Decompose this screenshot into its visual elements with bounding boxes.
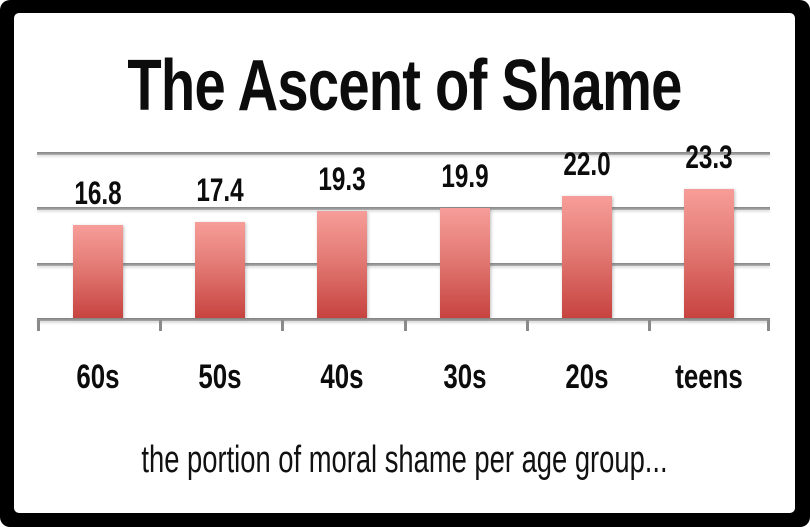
x-axis-tick <box>767 320 770 331</box>
bar-40s <box>317 211 368 318</box>
bar-teens <box>683 189 734 318</box>
x-axis-tick <box>159 320 162 331</box>
bar-value-label: 17.4 <box>196 171 244 208</box>
x-axis-tick <box>648 320 651 331</box>
bar-50s <box>195 221 246 318</box>
x-axis-tick <box>281 320 284 331</box>
bar-60s <box>73 225 124 318</box>
gridline <box>37 262 770 266</box>
x-axis-tick <box>526 320 529 331</box>
x-axis-tick <box>404 320 407 331</box>
bar-30s <box>439 207 490 318</box>
x-axis-label: teens <box>675 358 743 396</box>
chart-caption: the portion of moral shame per age group… <box>141 439 668 481</box>
bar-chart-plot-area: 16.8 60s 17.4 50s 19.3 40s 19.9 30s 22.0 20s 23.3 t… <box>37 139 770 410</box>
x-axis-label: 50s <box>198 358 242 396</box>
x-axis-label: 20s <box>565 358 609 396</box>
bar-value-label: 19.3 <box>318 161 367 198</box>
gridline <box>37 207 770 211</box>
bar-value-label: 22.0 <box>563 146 611 183</box>
bar-20s <box>561 196 612 318</box>
bar-value-label: 19.9 <box>440 157 489 194</box>
x-axis-label: 40s <box>320 358 364 396</box>
gridline <box>37 152 770 156</box>
x-axis-label: 60s <box>76 358 120 396</box>
chart-title: The Ascent of Shame <box>127 46 682 126</box>
bar-value-label: 23.3 <box>685 139 733 176</box>
x-axis-tick <box>37 320 40 331</box>
x-axis-line <box>37 318 770 321</box>
x-axis-label: 30s <box>443 358 487 396</box>
bar-value-label: 16.8 <box>74 175 122 212</box>
chart-canvas: The Ascent of Shame 16.8 60s 17.4 50s 19.3 40… <box>14 13 795 513</box>
